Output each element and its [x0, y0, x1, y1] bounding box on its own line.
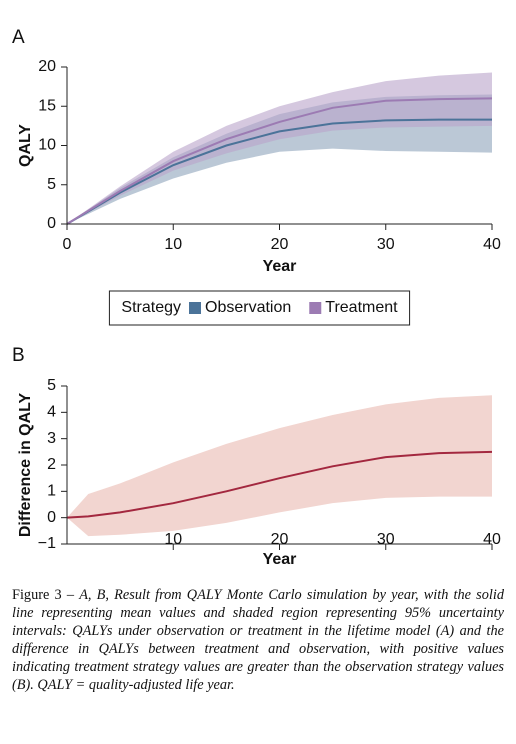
caption-text: A, B, Result from QALY Monte Carlo simul… [12, 587, 504, 693]
y-tick-label: 4 [47, 404, 56, 421]
legend-label: Treatment [325, 299, 398, 316]
x-tick-label: 0 [63, 236, 72, 253]
y-tick-label: 3 [47, 430, 56, 447]
legend-label: Observation [205, 299, 291, 316]
legend: Strategy Observation Treatment [108, 290, 411, 326]
caption: Figure 3 – A, B, Result from QALY Monte … [12, 586, 504, 694]
y-tick-label: 15 [38, 97, 56, 114]
x-tick-label: 30 [377, 531, 395, 548]
x-tick-label: 30 [377, 236, 395, 253]
panel-label: B [12, 345, 25, 366]
y-tick-label: 20 [38, 58, 56, 75]
legend-box [108, 290, 411, 326]
y-tick-label: 2 [47, 456, 56, 473]
y-tick-label: 0 [47, 509, 56, 526]
x-tick-label: 10 [164, 531, 182, 548]
caption-label: Figure 3 – [12, 587, 74, 603]
mean-line [66, 450, 493, 519]
x-tick-label: 40 [483, 236, 501, 253]
mean-line [66, 97, 493, 225]
uncertainty-band [67, 72, 492, 225]
x-tick-label: 10 [164, 236, 182, 253]
x-tick-label: 40 [483, 531, 501, 548]
y-axis-label: QALY [17, 124, 34, 167]
legend-swatch [309, 302, 322, 314]
x-tick-label: 20 [271, 531, 289, 548]
mean-line [66, 118, 492, 225]
y-tick-label: 5 [47, 176, 56, 193]
y-tick-label: 0 [47, 215, 56, 232]
panel-label: A [12, 27, 25, 48]
x-axis-label: Year [263, 551, 297, 568]
x-tick-label: 20 [271, 236, 289, 253]
x-axis-label: Year [263, 258, 297, 275]
legend-swatch [189, 302, 201, 314]
y-tick-label: 5 [47, 377, 56, 394]
y-tick-label: 10 [38, 137, 56, 154]
y-tick-label: 1 [47, 483, 56, 500]
y-tick-label: −1 [38, 535, 56, 552]
legend-title: Strategy [121, 299, 181, 316]
uncertainty-band [67, 395, 492, 537]
y-axis-label: Difference in QALY [17, 393, 34, 538]
